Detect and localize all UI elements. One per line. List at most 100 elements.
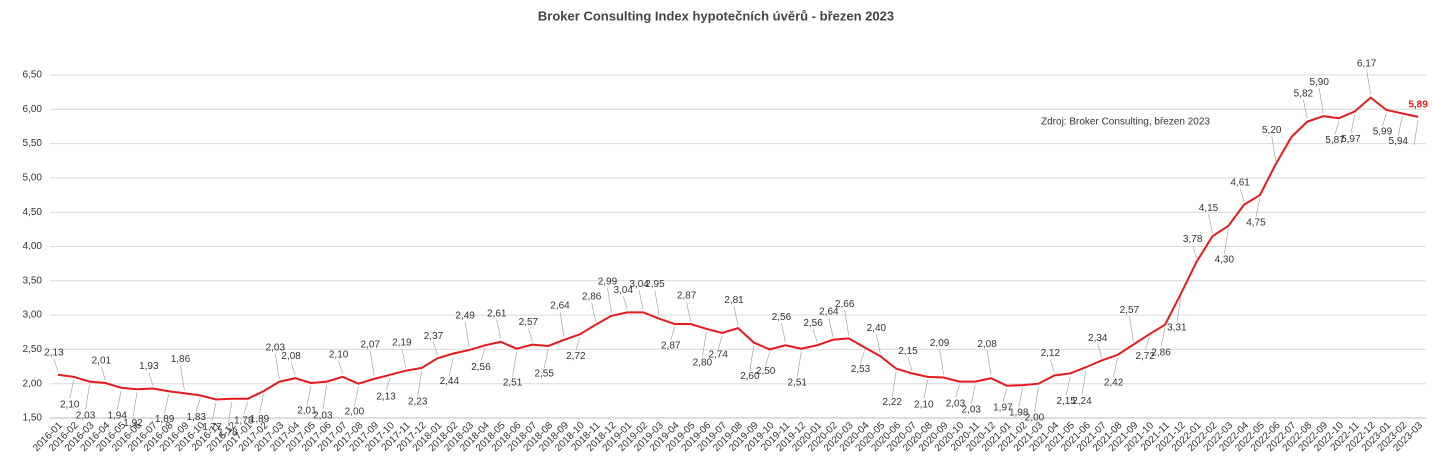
data-label: 2,61 xyxy=(487,308,507,319)
data-label: 1,83 xyxy=(187,412,207,423)
data-label: 2,01 xyxy=(92,356,112,367)
leader-line xyxy=(354,386,359,406)
leader-line xyxy=(449,356,454,376)
data-label: 2,86 xyxy=(1151,347,1171,358)
data-label: 5,94 xyxy=(1389,136,1409,147)
data-label: 2,08 xyxy=(977,339,997,350)
leader-line xyxy=(512,351,517,377)
leader-line xyxy=(1303,99,1308,119)
data-label: 2,34 xyxy=(1088,333,1108,344)
data-label: 3,04 xyxy=(614,285,634,296)
data-label: 2,50 xyxy=(756,366,776,377)
leader-line xyxy=(401,348,407,368)
leader-line xyxy=(290,362,296,376)
data-label: 2,13 xyxy=(376,391,396,402)
data-label: 1,77 xyxy=(202,422,222,433)
data-label: 2,72 xyxy=(566,351,586,362)
data-label: 5,20 xyxy=(1262,125,1282,136)
leader-line xyxy=(575,337,581,351)
leader-line xyxy=(480,348,486,362)
leader-line xyxy=(543,348,549,369)
leader-line xyxy=(1160,327,1166,347)
leader-line xyxy=(1318,88,1324,114)
y-tick-label: 5,00 xyxy=(23,173,43,184)
leader-line xyxy=(844,310,850,336)
data-label: 2,56 xyxy=(803,318,823,329)
leader-line xyxy=(1366,69,1371,95)
annotation: Zdroj: Broker Consulting, březen 2023 xyxy=(1041,117,1210,128)
data-label: 2,00 xyxy=(1025,412,1045,423)
leader-line xyxy=(828,317,834,337)
data-label: 2,03 xyxy=(313,410,333,421)
data-label: 1,93 xyxy=(139,361,159,372)
data-label: 2,55 xyxy=(534,369,554,380)
leader-line xyxy=(69,379,75,399)
data-label: 2,37 xyxy=(424,331,444,342)
data-label: 2,60 xyxy=(740,371,760,382)
data-label: 2,51 xyxy=(503,377,523,388)
leader-line xyxy=(164,394,169,414)
data-label: 1,92 xyxy=(123,418,143,429)
data-label: 2,23 xyxy=(408,397,428,408)
leader-line xyxy=(1382,112,1387,127)
data-label: 3,78 xyxy=(1183,234,1203,245)
data-label: 2,72 xyxy=(1135,351,1155,362)
data-label: 2,87 xyxy=(661,341,681,352)
leader-line xyxy=(528,328,533,342)
leader-line xyxy=(1018,388,1023,408)
data-label: 4,15 xyxy=(1199,203,1219,214)
leader-line xyxy=(860,350,865,364)
leader-line xyxy=(1050,359,1055,373)
leader-line xyxy=(385,377,391,391)
data-label: 2,51 xyxy=(788,377,808,388)
leader-line xyxy=(417,370,422,396)
data-label: 2,86 xyxy=(582,291,602,302)
leader-line xyxy=(259,394,264,414)
leader-line xyxy=(876,334,881,354)
leader-line xyxy=(148,372,154,386)
chart-title: Broker Consulting Index hypotečních úvěr… xyxy=(538,8,894,23)
leader-line xyxy=(939,349,944,375)
data-label: 2,19 xyxy=(392,337,412,348)
data-label: 2,95 xyxy=(645,279,665,290)
leader-line xyxy=(1081,370,1087,396)
leader-line xyxy=(591,302,596,322)
leader-line xyxy=(1034,386,1039,412)
leader-line xyxy=(433,342,438,356)
leader-line xyxy=(1144,337,1150,351)
data-label: 5,97 xyxy=(1341,134,1361,145)
data-label: 5,99 xyxy=(1373,127,1393,138)
leader-line xyxy=(275,353,280,379)
data-label: 2,10 xyxy=(329,349,349,360)
data-label: 2,24 xyxy=(1072,396,1092,407)
data-label: 5,89 xyxy=(1408,99,1428,110)
leader-line xyxy=(1176,296,1182,322)
data-label: 2,40 xyxy=(867,323,887,334)
data-label: 2,64 xyxy=(550,300,570,311)
data-label: 1,98 xyxy=(1009,408,1029,419)
data-label: 1,78 xyxy=(234,415,254,426)
y-tick-label: 2,00 xyxy=(23,378,43,389)
leader-line xyxy=(1192,245,1197,259)
leader-line xyxy=(243,401,248,415)
leader-line xyxy=(322,384,328,410)
leader-line xyxy=(796,351,802,377)
y-tick-label: 5,50 xyxy=(23,138,43,149)
leader-line xyxy=(195,398,201,412)
leader-line xyxy=(211,402,217,422)
data-label: 2,15 xyxy=(898,346,918,357)
data-label: 2,81 xyxy=(724,295,744,306)
data-label: 2,13 xyxy=(44,347,64,358)
leader-line xyxy=(670,326,676,341)
data-label: 1,89 xyxy=(155,414,175,425)
y-tick-label: 3,50 xyxy=(23,275,43,286)
leader-line xyxy=(227,401,233,427)
leader-line xyxy=(923,379,929,399)
data-label: 2,09 xyxy=(930,338,950,349)
leader-line xyxy=(781,323,786,343)
leader-line xyxy=(53,358,59,372)
data-label: 6,17 xyxy=(1357,58,1377,69)
data-label: 2,07 xyxy=(360,340,380,351)
leader-line xyxy=(1255,197,1261,218)
